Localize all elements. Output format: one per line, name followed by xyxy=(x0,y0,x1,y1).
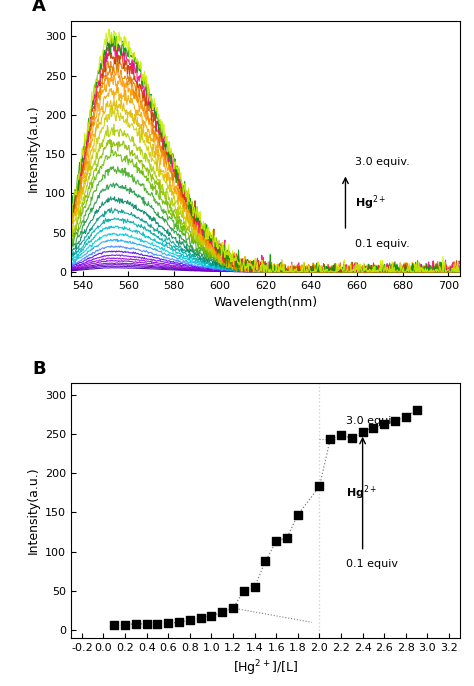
Point xyxy=(413,405,420,416)
Point xyxy=(402,411,410,422)
Point xyxy=(348,432,356,443)
Point xyxy=(251,582,258,593)
Point xyxy=(229,603,237,614)
Text: 3.0 equiv: 3.0 equiv xyxy=(346,416,399,426)
Point xyxy=(381,419,388,430)
Point xyxy=(208,611,215,622)
Point xyxy=(370,422,377,433)
Text: Hg$^{2+}$: Hg$^{2+}$ xyxy=(346,484,378,502)
Text: 0.1 equiv: 0.1 equiv xyxy=(346,560,399,569)
Point xyxy=(219,606,226,617)
Point xyxy=(132,618,140,629)
Text: 0.1 equiv.: 0.1 equiv. xyxy=(355,239,410,248)
X-axis label: Wavelength(nm): Wavelength(nm) xyxy=(213,296,318,309)
Y-axis label: Intensity(a.u.): Intensity(a.u.) xyxy=(27,104,39,192)
Y-axis label: Intensity(a.u.): Intensity(a.u.) xyxy=(27,466,39,554)
Point xyxy=(327,434,334,445)
Text: B: B xyxy=(32,359,46,378)
Point xyxy=(110,619,118,630)
Point xyxy=(337,430,345,441)
X-axis label: [Hg$^{2+}$]/[L]: [Hg$^{2+}$]/[L] xyxy=(233,659,298,678)
Point xyxy=(359,426,366,437)
Point xyxy=(240,585,247,596)
Point xyxy=(283,532,291,543)
Point xyxy=(175,617,183,628)
Point xyxy=(154,618,161,629)
Point xyxy=(197,613,204,624)
Point xyxy=(316,481,323,492)
Point xyxy=(273,536,280,547)
Text: A: A xyxy=(32,0,46,16)
Text: Hg$^{2+}$: Hg$^{2+}$ xyxy=(355,193,386,211)
Point xyxy=(391,415,399,426)
Point xyxy=(262,556,269,567)
Point xyxy=(143,618,150,629)
Point xyxy=(121,619,129,630)
Point xyxy=(186,615,194,626)
Point xyxy=(164,617,172,628)
Point xyxy=(294,509,301,520)
Text: 3.0 equiv.: 3.0 equiv. xyxy=(355,157,410,167)
